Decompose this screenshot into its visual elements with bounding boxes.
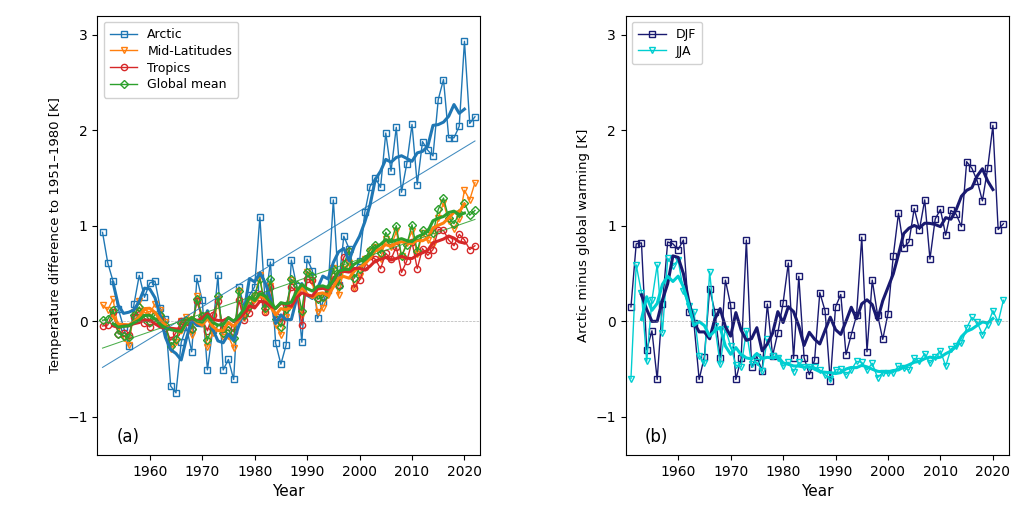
DJF xyxy=(751,354,763,360)
Line: Arctic: Arctic xyxy=(99,38,478,396)
DJF xyxy=(987,123,999,129)
Tropics xyxy=(165,337,177,343)
Tropics xyxy=(338,254,350,260)
Line: Tropics: Tropics xyxy=(99,226,478,343)
Tropics xyxy=(353,277,366,283)
DJF xyxy=(997,221,1010,227)
Tropics xyxy=(227,329,240,335)
Arctic xyxy=(227,376,240,383)
Mid-Latitudes xyxy=(469,179,481,186)
DJF xyxy=(971,178,983,184)
Mid-Latitudes xyxy=(148,301,161,307)
JJA xyxy=(976,331,988,338)
Arctic xyxy=(469,114,481,120)
JJA xyxy=(887,370,899,376)
JJA xyxy=(683,303,695,309)
Global mean xyxy=(148,311,161,317)
Text: (b): (b) xyxy=(645,428,669,446)
DJF xyxy=(866,277,879,283)
Mid-Latitudes xyxy=(353,273,366,279)
Line: DJF: DJF xyxy=(628,122,1007,385)
Y-axis label: Arctic minus global warming [K]: Arctic minus global warming [K] xyxy=(577,129,590,342)
JJA xyxy=(662,255,674,261)
Mid-Latitudes xyxy=(227,345,240,351)
Global mean xyxy=(338,261,350,267)
Line: Global mean: Global mean xyxy=(99,195,478,349)
Global mean xyxy=(469,207,481,214)
Global mean xyxy=(353,266,366,272)
Arctic xyxy=(459,38,471,44)
Mid-Latitudes xyxy=(96,302,109,308)
Tropics xyxy=(148,318,161,324)
Mid-Latitudes xyxy=(165,346,177,352)
DJF xyxy=(840,352,852,358)
Global mean xyxy=(311,296,324,302)
Arctic xyxy=(338,233,350,239)
DJF xyxy=(824,378,837,385)
JJA xyxy=(756,368,768,374)
Global mean xyxy=(96,317,109,323)
Tropics xyxy=(447,242,460,249)
X-axis label: Year: Year xyxy=(801,484,834,499)
Tropics xyxy=(96,323,109,329)
Global mean xyxy=(447,221,460,227)
JJA xyxy=(845,367,857,373)
Text: (a): (a) xyxy=(117,428,139,446)
JJA xyxy=(824,376,837,383)
DJF xyxy=(625,304,637,310)
JJA xyxy=(997,297,1010,303)
JJA xyxy=(625,375,637,382)
Global mean xyxy=(165,343,177,349)
Arctic xyxy=(170,390,182,396)
Mid-Latitudes xyxy=(190,293,203,299)
DJF xyxy=(882,311,894,317)
Line: Mid-Latitudes: Mid-Latitudes xyxy=(99,179,478,352)
Tropics xyxy=(432,226,444,233)
Global mean xyxy=(437,195,450,201)
DJF xyxy=(677,237,689,243)
Tropics xyxy=(311,295,324,301)
Arctic xyxy=(353,258,366,264)
Arctic xyxy=(148,278,161,284)
Mid-Latitudes xyxy=(338,266,350,272)
Global mean xyxy=(227,336,240,342)
Arctic xyxy=(442,135,455,141)
Line: JJA: JJA xyxy=(628,255,1007,383)
Mid-Latitudes xyxy=(311,309,324,315)
JJA xyxy=(871,374,884,381)
Legend: DJF, JJA: DJF, JJA xyxy=(632,22,702,64)
Tropics xyxy=(469,242,481,249)
X-axis label: Year: Year xyxy=(272,484,305,499)
Arctic xyxy=(311,315,324,322)
Arctic xyxy=(96,229,109,235)
Legend: Arctic, Mid-Latitudes, Tropics, Global mean: Arctic, Mid-Latitudes, Tropics, Global m… xyxy=(103,22,239,98)
Y-axis label: Temperature difference to 1951–1980 [K]: Temperature difference to 1951–1980 [K] xyxy=(48,97,61,373)
